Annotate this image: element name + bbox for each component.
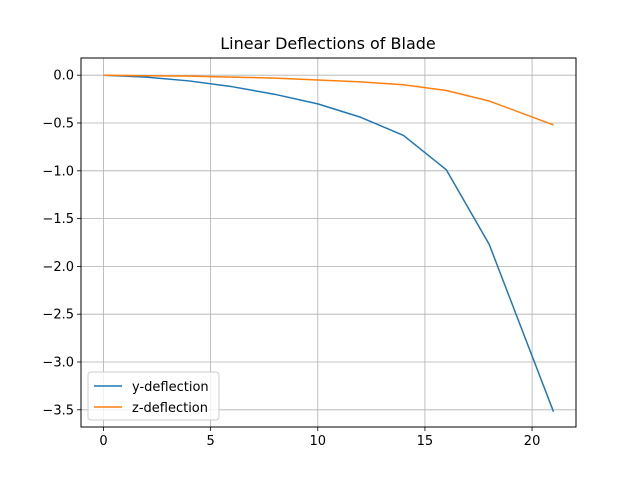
- legend-label: z-deflection: [132, 401, 208, 416]
- y-tick-label: −0.5: [42, 117, 74, 132]
- y-tick-label: −1.0: [42, 164, 74, 179]
- axis-ticks: 0 5 10 15 20 0.0 −0.5 −1.0 −1.5 −2.0 −2.5 −3.0 −3.5: [42, 69, 540, 449]
- y-tick-label: −2.0: [42, 260, 74, 275]
- series-line-y-deflection: [103, 74, 555, 412]
- x-tick-label: 20: [524, 434, 541, 449]
- legend: y-deflection z-deflection: [87, 371, 220, 421]
- x-tick-label: 0: [99, 434, 107, 449]
- series-line-z-deflection: [103, 74, 554, 126]
- chart-title: Linear Deflections of Blade: [220, 34, 436, 53]
- y-tick-label: −1.5: [42, 212, 74, 227]
- y-tick-label: 0.0: [53, 69, 74, 84]
- y-tick-label: −3.5: [42, 403, 74, 418]
- legend-label: y-deflection: [132, 380, 209, 395]
- plot-frame: [80, 57, 577, 428]
- x-tick-label: 15: [417, 434, 434, 449]
- x-tick-label: 10: [310, 434, 327, 449]
- series-lines: [103, 74, 555, 412]
- y-tick-label: −2.5: [42, 308, 74, 323]
- legend-box: [87, 371, 220, 421]
- y-tick-label: −3.0: [42, 355, 74, 370]
- x-tick-label: 5: [207, 434, 215, 449]
